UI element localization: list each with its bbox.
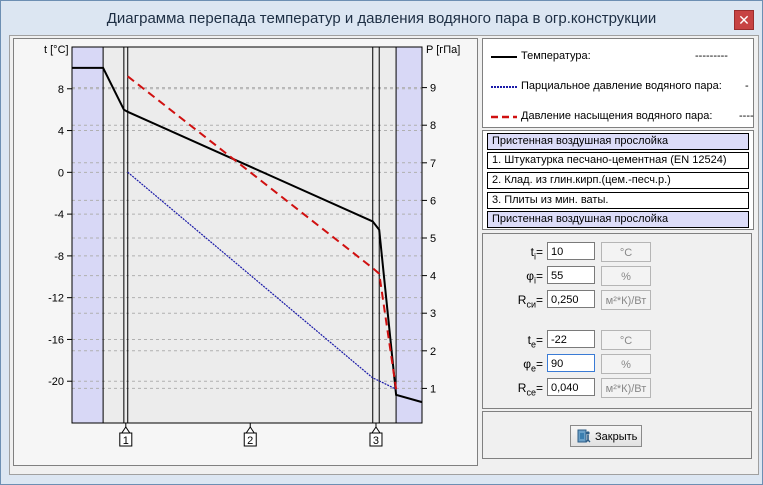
te-unit-button[interactable]: °C — [601, 330, 651, 350]
right-tick-label: 1 — [430, 383, 436, 395]
right-tick-label: 8 — [430, 120, 436, 132]
phii-input[interactable]: 55 — [547, 266, 595, 284]
layer-item-1[interactable]: 1. Штукатурка песчано-цементная (EN 1252… — [487, 152, 749, 169]
param-label-phii: φi= — [526, 269, 543, 286]
layer-marker-box — [119, 432, 133, 447]
param-label-te: te= — [527, 333, 543, 350]
param-label-rsi: Rси= — [517, 293, 543, 310]
layer-item-inner-air[interactable]: Пристенная воздушная прослойка — [487, 133, 749, 150]
rse-input[interactable]: 0,040 — [547, 378, 595, 396]
right-tick-label: 3 — [430, 308, 436, 320]
series-line-3 — [127, 75, 398, 390]
legend-swatch-partial-pressure — [491, 86, 517, 88]
layer-marker-label: 1 — [123, 435, 129, 447]
left-axis-label: t [°C] — [44, 44, 69, 56]
rse-unit-button[interactable]: м²*К)/Вт — [601, 378, 651, 398]
layer-marker-arrow — [371, 426, 381, 434]
left-tick-label: -12 — [48, 293, 64, 305]
plot-frame — [71, 46, 423, 424]
phii-unit-button[interactable]: % — [601, 266, 651, 286]
ti-unit-button[interactable]: °C — [601, 242, 651, 262]
legend-item-partial-pressure: Парциальное давление водяного пара: - — [491, 80, 749, 94]
left-tick-label: -4 — [54, 209, 64, 221]
diagram-panel: t [°C] P [гПа] 8 4 0 -4 -8 -12 -16 -20 9 8 7 6 5 4 3 2 1 1 2… — [13, 38, 478, 466]
legend-swatch-temperature — [491, 56, 517, 58]
dialog-client-area: t [°C] P [гПа] 8 4 0 -4 -8 -12 -16 -20 9 8 7 6 5 4 3 2 1 1 2… — [9, 35, 759, 475]
layer-item-outer-air[interactable]: Пристенная воздушная прослойка — [487, 211, 749, 228]
right-tick-label: 6 — [430, 195, 436, 207]
button-panel: Закрыть — [482, 411, 752, 459]
layer-marker-arrow — [120, 426, 131, 434]
layer-item-3[interactable]: 3. Плиты из мин. ваты. — [487, 192, 749, 209]
close-button-label: Закрыть — [595, 431, 638, 443]
window-title: Диаграмма перепада температур и давления… — [106, 10, 657, 27]
outer-air-band — [396, 47, 422, 423]
plot-area — [72, 47, 422, 423]
layer-marker-arrow — [245, 426, 256, 434]
layer-marker-label: 3 — [373, 435, 379, 447]
layer-item-2[interactable]: 2. Клад. из глин.кирп.(цем.-песч.р.) — [487, 172, 749, 189]
param-label-ti: ti= — [530, 245, 543, 262]
layer-marker-box — [369, 432, 383, 447]
exit-door-icon — [577, 429, 591, 443]
window-close-button[interactable]: ✕ — [734, 10, 754, 30]
legend-item-saturation-pressure: Давление насыщения водяного пара: ---- — [491, 110, 754, 124]
series-line-2 — [127, 171, 397, 390]
legend-swatch-saturation-pressure — [491, 115, 517, 119]
left-tick-label: -20 — [48, 376, 64, 388]
right-tick-label: 2 — [430, 346, 436, 358]
rsi-unit-button[interactable]: м²*К)/Вт — [601, 290, 651, 310]
param-label-phie: φe= — [523, 357, 543, 374]
left-tick-label: 4 — [58, 126, 64, 138]
layer-marker-box — [243, 432, 257, 447]
legend-label: Температура: — [521, 50, 591, 62]
layers-panel: Пристенная воздушная прослойка 1. Штукат… — [482, 130, 754, 230]
param-label-rse: Rсе= — [517, 381, 543, 398]
legend-item-temperature: Температура: --------- — [491, 50, 749, 64]
legend-label: Давление насыщения водяного пара: — [521, 110, 713, 122]
close-button[interactable]: Закрыть — [570, 425, 642, 447]
legend-label: Парциальное давление водяного пара: — [521, 80, 722, 92]
series-line-1 — [72, 66, 423, 404]
title-bar[interactable]: Диаграмма перепада температур и давления… — [1, 1, 762, 35]
phie-unit-button[interactable]: % — [601, 354, 651, 374]
te-input[interactable]: -22 — [547, 330, 595, 348]
legend-dash: - — [745, 80, 749, 92]
right-axis-label: P [гПа] — [426, 44, 460, 56]
legend-dash: --------- — [695, 50, 728, 62]
rsi-input[interactable]: 0,250 — [547, 290, 595, 308]
ti-input[interactable]: 10 — [547, 242, 595, 260]
legend-dash: ---- — [739, 110, 754, 122]
right-tick-label: 9 — [430, 83, 436, 95]
inner-air-band — [72, 47, 104, 423]
left-tick-label: 0 — [58, 167, 64, 179]
left-tick-label: -16 — [48, 334, 64, 346]
parameters-panel: ti= 10 °C φi= 55 % Rси= 0,250 м²*К)/Вт t… — [482, 233, 752, 409]
phie-input[interactable]: 90 — [547, 354, 595, 372]
left-tick-label: 8 — [58, 84, 64, 96]
diagram-chart: t [°C] P [гПа] 8 4 0 -4 -8 -12 -16 -20 9 8 7 6 5 4 3 2 1 1 2… — [44, 44, 460, 447]
right-tick-label: 7 — [430, 158, 436, 170]
layer-marker-label: 2 — [247, 435, 253, 447]
left-tick-label: -8 — [54, 251, 64, 263]
right-tick-label: 5 — [430, 233, 436, 245]
right-tick-label: 4 — [430, 271, 436, 283]
legend-panel: Температура: --------- Парциальное давле… — [482, 38, 754, 128]
